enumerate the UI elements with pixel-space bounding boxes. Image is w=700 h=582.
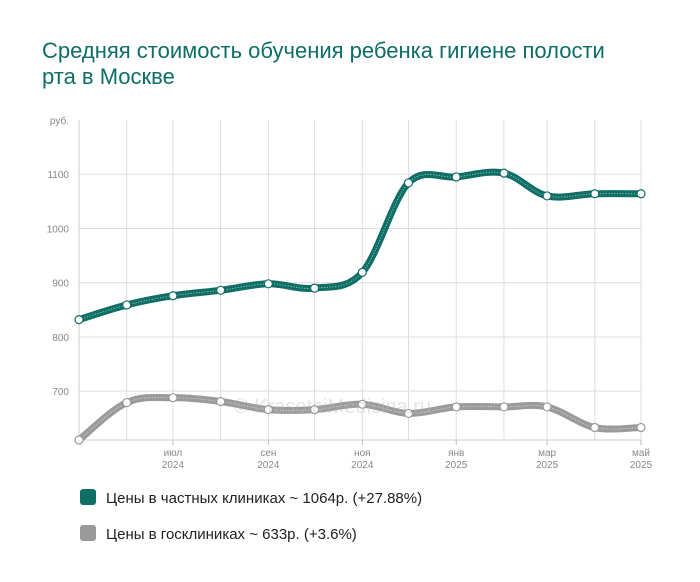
y-tick-label: 900 [52,279,69,290]
data-point-public [122,397,132,408]
legend-item-private[interactable]: Цены в частных клиниках ~ 1064р. (+27.88… [80,489,422,507]
x-tick-year: 2025 [630,460,653,471]
data-point-public [309,405,320,415]
data-point-public [403,408,414,419]
legend-swatch-private [80,489,96,505]
series-points [74,168,646,445]
data-point-private [590,189,600,199]
data-point-private [403,178,414,188]
data-point-private [542,191,552,201]
data-point-private [216,285,226,295]
legend-swatch-public [80,525,96,541]
data-point-public [590,422,600,433]
legend-label-public: Цены в госклиниках ~ 633р. (+3.6%) [106,526,357,543]
data-point-private [74,314,84,325]
x-tick-year: 2024 [162,460,185,471]
data-point-public [74,435,84,445]
data-point-public [263,405,273,415]
y-tick-label: 1000 [47,224,70,235]
data-point-private [636,189,646,199]
y-tick-label: 700 [52,387,69,398]
data-point-public [636,422,646,433]
chart-title: Средняя стоимость обучения ребенка гигие… [42,38,605,89]
data-point-private [309,283,320,293]
legend-label-private: Цены в частных клиниках ~ 1064р. (+27.88… [106,490,423,507]
y-axis-unit: руб. [50,115,69,127]
data-point-private [499,168,509,178]
grid [78,120,642,440]
watermark: © KrasotaiMedicina.ru [234,396,432,418]
data-point-private [122,300,132,310]
x-tick-month: май [632,448,650,459]
data-point-public [357,399,367,409]
x-tick-month: янв [448,448,464,459]
y-tick-label: 1100 [47,170,69,181]
x-tick-year: 2025 [536,460,559,471]
x-tick-month: ноя [354,448,371,459]
axes: 70080090010001100руб.июл2024сен2024ноя20… [47,115,653,471]
x-tick-month: июл [164,448,183,459]
x-tick-month: сен [260,448,276,459]
y-tick-label: 800 [52,333,69,344]
data-point-private [451,172,461,182]
x-tick-year: 2024 [351,460,374,471]
line-chart: 70080090010001100руб.июл2024сен2024ноя20… [47,115,653,471]
data-point-private [263,279,273,289]
data-point-public [216,396,226,407]
x-tick-year: 2025 [445,460,468,471]
data-point-private [168,291,178,301]
data-point-public [168,393,178,403]
data-point-public [542,402,552,412]
data-point-private [357,267,367,278]
legend-item-public[interactable]: Цены в госклиниках ~ 633р. (+3.6%) [80,525,357,543]
data-point-public [451,402,461,412]
data-point-public [499,402,509,412]
x-tick-month: мар [538,448,556,459]
x-tick-year: 2024 [257,460,280,471]
